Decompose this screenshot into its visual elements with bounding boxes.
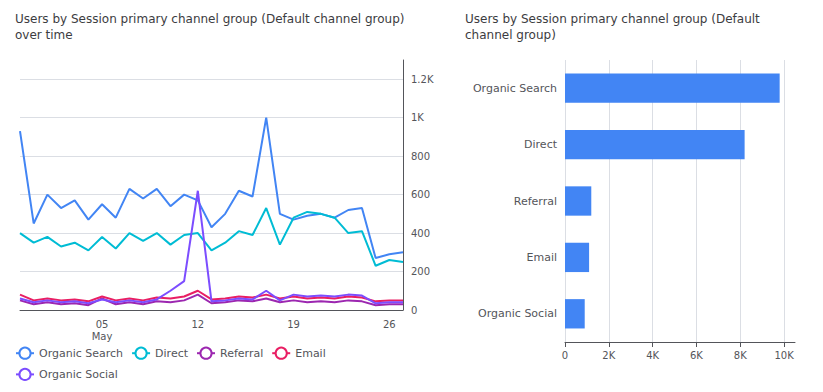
- svg-text:Users by Session primary chann: Users by Session primary channel group (…: [465, 12, 760, 26]
- svg-text:May: May: [92, 331, 113, 342]
- svg-text:Referral: Referral: [514, 195, 557, 208]
- svg-text:12: 12: [191, 319, 204, 330]
- svg-text:10K: 10K: [774, 350, 794, 361]
- svg-text:Organic Social: Organic Social: [39, 368, 118, 381]
- svg-text:over time: over time: [15, 28, 73, 42]
- svg-text:Email: Email: [526, 251, 557, 264]
- svg-text:Referral: Referral: [220, 347, 263, 360]
- svg-text:Organic Search: Organic Search: [473, 82, 557, 95]
- svg-text:channel group): channel group): [465, 28, 556, 42]
- svg-text:Direct: Direct: [524, 138, 558, 151]
- svg-text:2K: 2K: [602, 350, 615, 361]
- svg-text:200: 200: [411, 266, 430, 277]
- svg-text:Organic Social: Organic Social: [478, 307, 557, 320]
- svg-text:6K: 6K: [690, 350, 703, 361]
- svg-text:0: 0: [411, 305, 417, 316]
- svg-text:600: 600: [411, 189, 430, 200]
- svg-text:1.2K: 1.2K: [411, 74, 434, 85]
- svg-text:1K: 1K: [411, 112, 424, 123]
- svg-text:Organic Search: Organic Search: [39, 347, 123, 360]
- svg-text:05: 05: [96, 319, 109, 330]
- svg-text:Email: Email: [295, 347, 326, 360]
- svg-text:Direct: Direct: [155, 347, 189, 360]
- svg-text:Users by Session primary chann: Users by Session primary channel group (…: [15, 12, 404, 26]
- svg-text:400: 400: [411, 228, 430, 239]
- svg-text:4K: 4K: [646, 350, 659, 361]
- svg-text:800: 800: [411, 151, 430, 162]
- svg-text:19: 19: [287, 319, 300, 330]
- svg-text:26: 26: [383, 319, 396, 330]
- svg-text:0: 0: [562, 350, 568, 361]
- svg-text:8K: 8K: [734, 350, 747, 361]
